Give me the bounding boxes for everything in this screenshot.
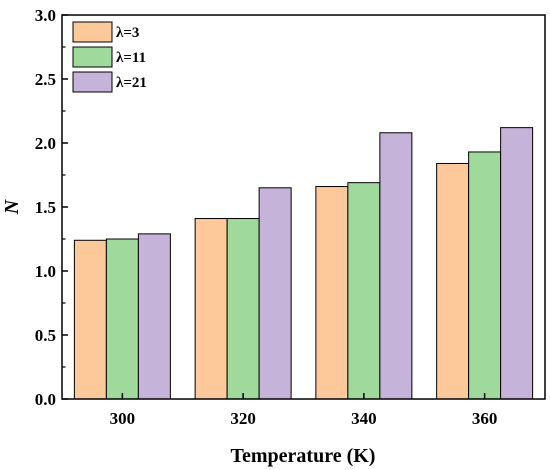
x-tick-label: 300 xyxy=(110,409,136,428)
x-tick-label: 360 xyxy=(472,409,498,428)
bar-λ=3-340 xyxy=(315,186,349,400)
bar-λ=3-320 xyxy=(194,218,228,400)
y-tick-label: 0.0 xyxy=(35,390,56,409)
y-tick-label: 1.5 xyxy=(35,198,56,217)
bar-λ=3-300 xyxy=(73,239,107,400)
y-tick-label: 0.5 xyxy=(35,326,56,345)
x-axis: 300 320 340 360 xyxy=(110,393,498,428)
bar-λ=21-360 xyxy=(500,127,534,400)
legend-label: λ=21 xyxy=(116,75,147,91)
x-axis-title: Temperature (K) xyxy=(231,445,376,467)
legend-label: λ=3 xyxy=(116,25,139,41)
bar-λ=11-340 xyxy=(347,182,381,400)
y-tick-label: 3.0 xyxy=(35,6,56,25)
x-tick-label: 340 xyxy=(351,409,377,428)
bar-λ=21-340 xyxy=(379,132,413,400)
y-axis-title: N xyxy=(1,198,23,215)
y-tick-label: 2.5 xyxy=(35,70,56,89)
bar-λ=3-360 xyxy=(436,162,470,400)
y-tick-label: 1.0 xyxy=(35,262,56,281)
bar-λ=11-360 xyxy=(468,151,502,400)
bar-λ=21-320 xyxy=(258,187,292,400)
legend: λ=3 λ=11 λ=21 xyxy=(72,21,147,93)
legend-swatch xyxy=(72,21,113,43)
y-axis: 0.0 0.5 1.0 1.5 2.0 2.5 3.0 xyxy=(35,6,68,409)
y-tick-label: 2.0 xyxy=(35,134,56,153)
legend-swatch xyxy=(72,71,113,93)
bars-group xyxy=(73,127,534,400)
bar-λ=21-300 xyxy=(137,233,171,400)
bar-λ=11-320 xyxy=(226,218,260,400)
x-tick-label: 320 xyxy=(230,409,256,428)
legend-label: λ=11 xyxy=(116,50,146,66)
bar-λ=11-300 xyxy=(105,238,139,400)
legend-swatch xyxy=(72,46,113,68)
